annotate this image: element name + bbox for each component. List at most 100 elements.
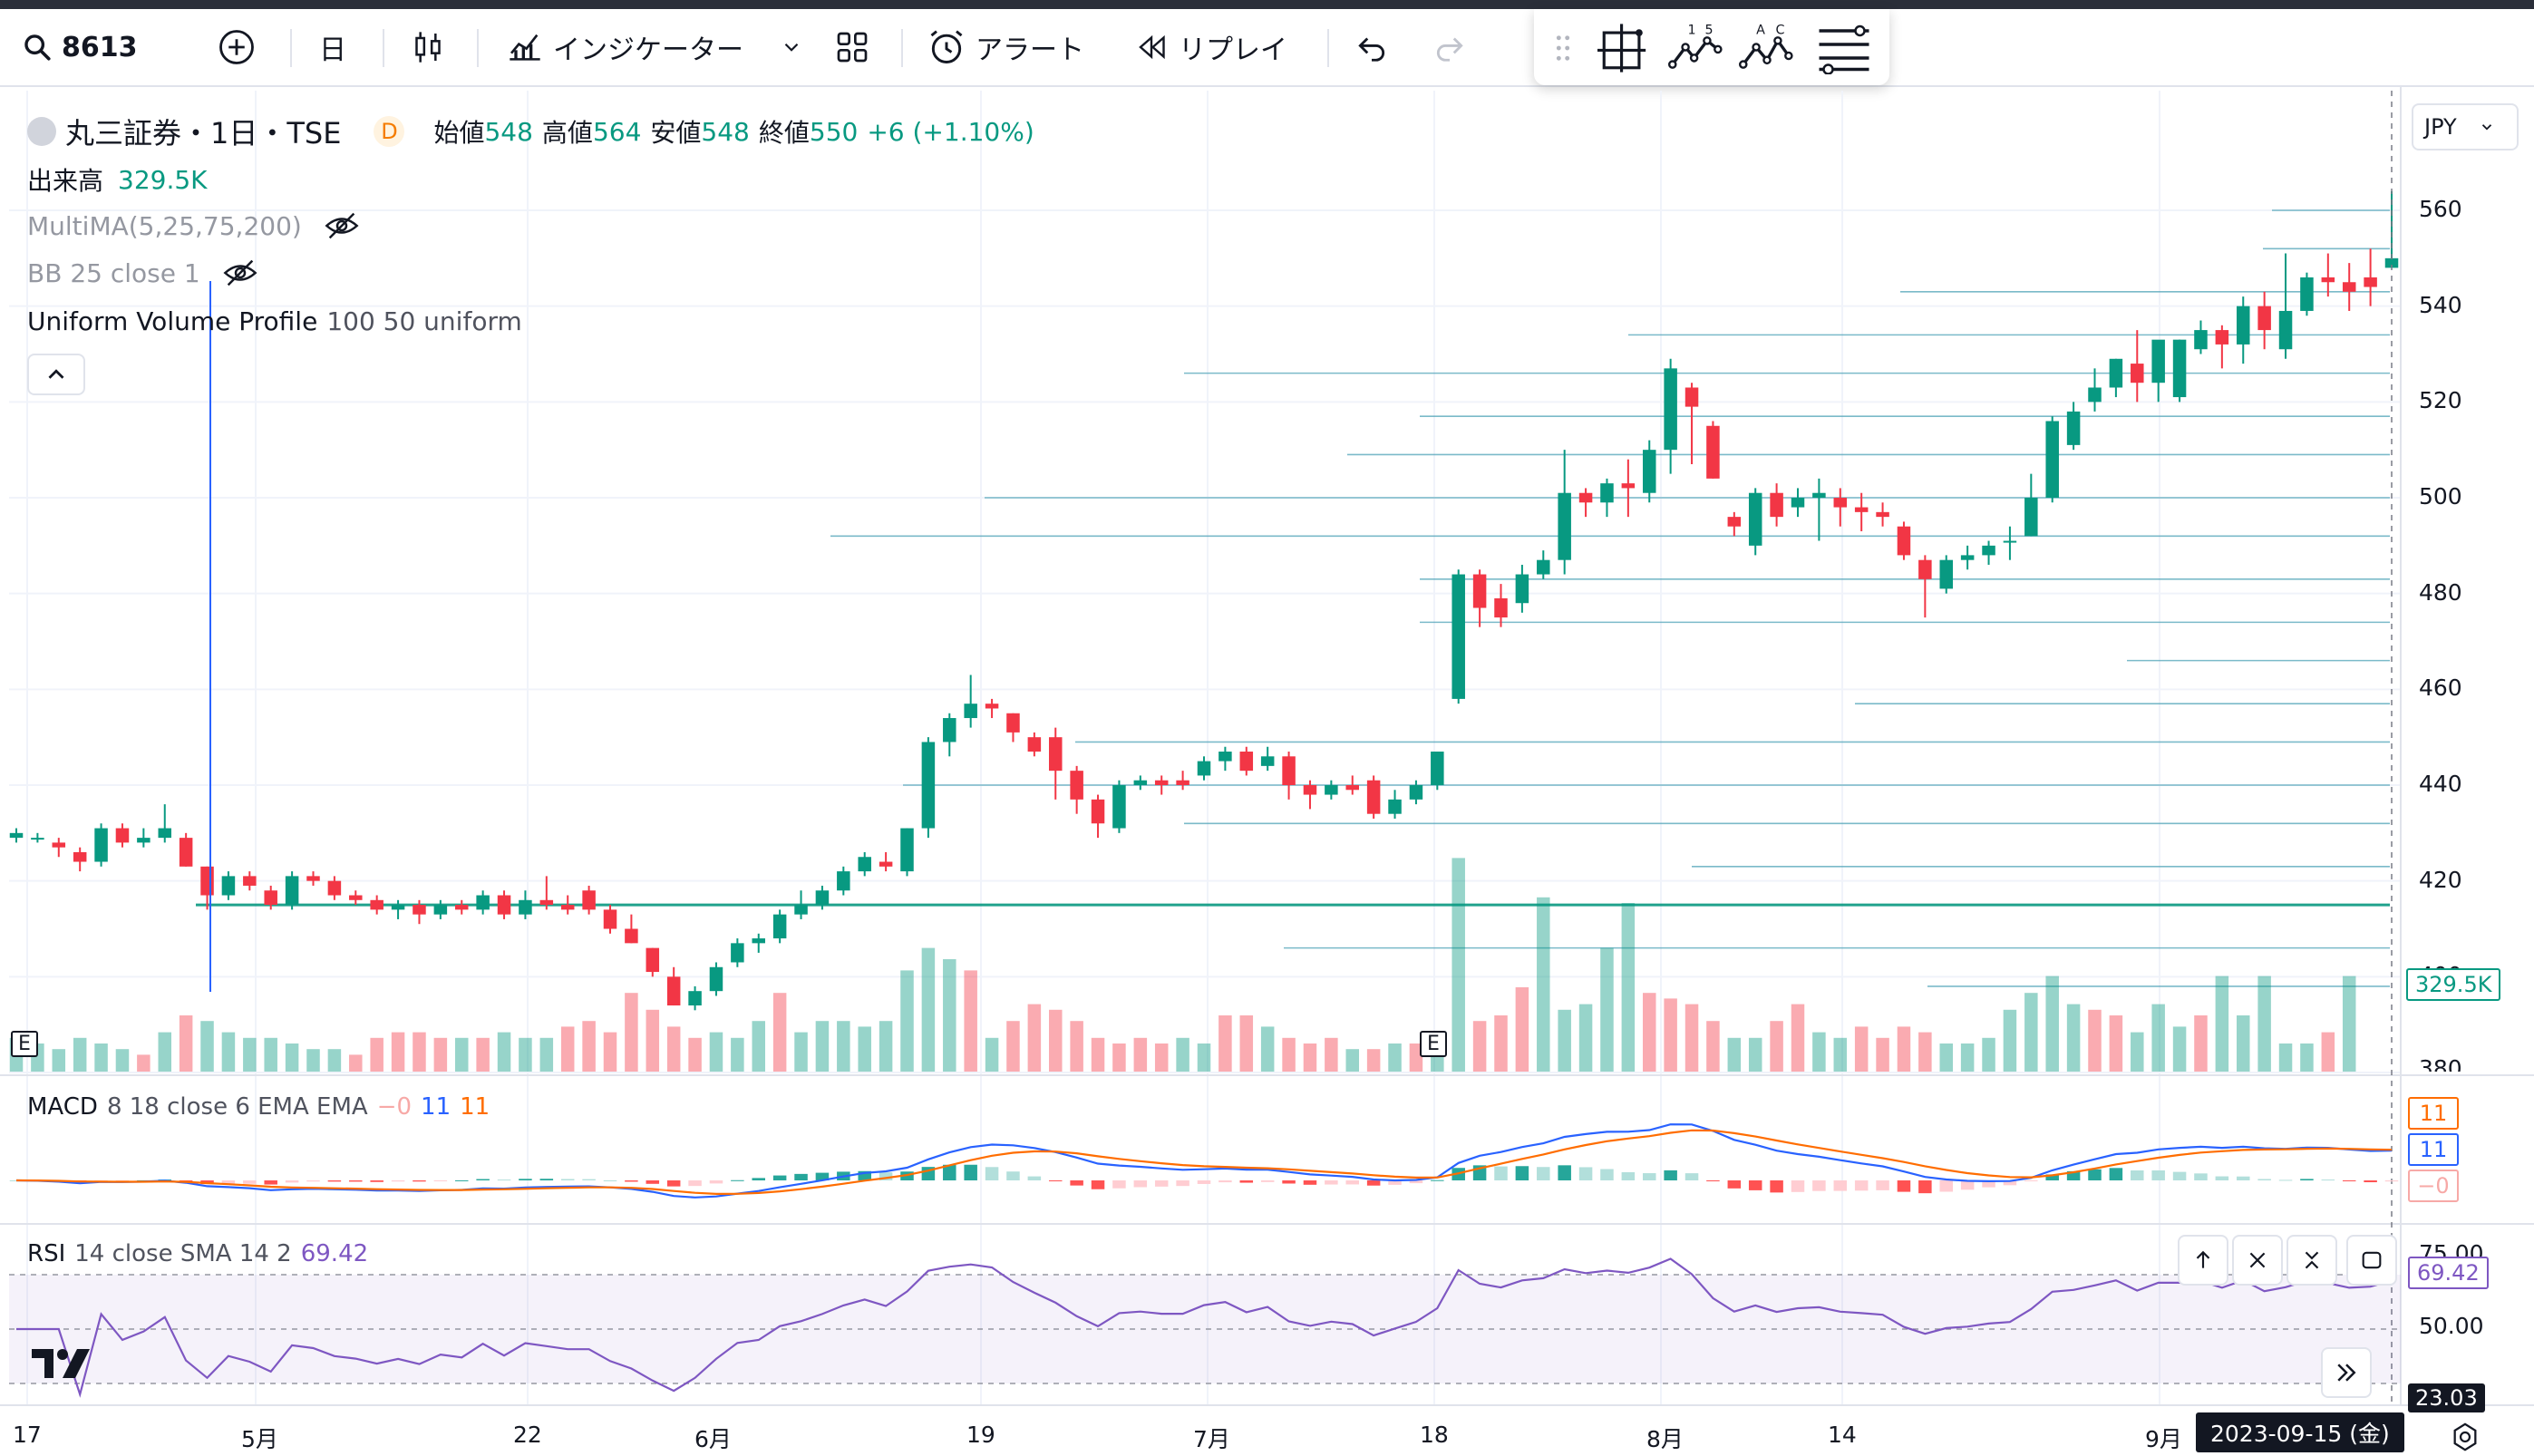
compare-button[interactable]: [218, 22, 256, 73]
lines-settings-icon[interactable]: [1817, 24, 1871, 74]
time-axis-label: 8月: [1646, 1426, 1684, 1452]
volume-bar: [858, 1026, 871, 1072]
symbol-search[interactable]: 8613: [22, 22, 138, 73]
undo-button[interactable]: [1354, 22, 1389, 73]
macd-histogram-bar: [2066, 1170, 2081, 1180]
replay-button[interactable]: リプレイ: [1133, 22, 1287, 73]
double-chevron-right-icon: [2337, 1364, 2356, 1382]
elliott-wave-numbers-icon[interactable]: 1 5: [1668, 20, 1724, 74]
multima-legend[interactable]: MultiMA(5,25,75,200): [27, 210, 360, 241]
macd-histogram-bar: [603, 1179, 617, 1181]
toolbar-divider: [1327, 29, 1329, 67]
macd-histogram-bar: [1770, 1180, 1783, 1193]
macd-histogram-bar: [625, 1180, 638, 1182]
earnings-marker[interactable]: E: [1420, 1031, 1447, 1057]
candle-body: [1112, 785, 1126, 829]
volume-bar: [1133, 1037, 1148, 1072]
chart-area[interactable]: [0, 87, 2534, 1456]
drag-handle-icon[interactable]: [1554, 34, 1572, 62]
macd-histogram-bar: [1176, 1180, 1189, 1187]
macd-histogram-bar: [221, 1180, 236, 1184]
candle-body: [94, 828, 108, 862]
uvp-legend[interactable]: Uniform Volume Profile 100 50 uniform: [27, 306, 522, 336]
candle-body: [1791, 498, 1805, 508]
layout-button[interactable]: [834, 22, 870, 73]
candle-body: [560, 905, 575, 910]
volume-bar: [1833, 1037, 1848, 1072]
collapse-legend-button[interactable]: [27, 354, 85, 395]
volume-bar: [1472, 1021, 1487, 1072]
macd-hist-value: −0: [376, 1093, 413, 1121]
macd-histogram-bar: [752, 1178, 766, 1180]
candle-body: [1325, 785, 1338, 795]
close-icon: [2249, 1252, 2266, 1268]
collapse-pane-button[interactable]: [2286, 1235, 2337, 1286]
elliott-wave-letters-icon[interactable]: A C: [1739, 20, 1795, 74]
volume-bar: [2278, 1043, 2293, 1072]
candle-body: [1048, 737, 1063, 772]
macd-histogram-bar: [1006, 1171, 1020, 1180]
eye-hidden-icon[interactable]: [222, 257, 258, 288]
alert-label: アラート: [976, 34, 1084, 66]
macd-histogram-bar: [476, 1179, 490, 1180]
close-pane-button[interactable]: [2232, 1235, 2283, 1286]
interval-button[interactable]: 日: [319, 22, 346, 73]
settings-gear-icon[interactable]: [2450, 1422, 2481, 1452]
candle-body: [1006, 713, 1020, 733]
candle-body: [1748, 492, 1762, 546]
move-pane-up-button[interactable]: [2178, 1235, 2228, 1286]
macd-histogram-bar: [2194, 1173, 2208, 1180]
macd-histogram-bar: [1282, 1180, 1296, 1184]
macd-histogram-bar: [454, 1179, 469, 1181]
candle-body: [1133, 780, 1148, 785]
macd-legend[interactable]: MACD 8 18 close 6 EMA EMA −0 11 11: [27, 1093, 490, 1121]
volume-value: 329.5K: [118, 164, 208, 195]
volume-bar: [752, 1021, 766, 1072]
chart-type-button[interactable]: [410, 22, 446, 73]
alert-button[interactable]: アラート: [927, 22, 1084, 73]
candle-body: [391, 905, 405, 910]
time-axis-label: 22: [513, 1422, 542, 1448]
indicators-button[interactable]: インジケーター: [506, 22, 803, 73]
earnings-marker[interactable]: E: [11, 1031, 38, 1057]
bb-legend[interactable]: BB 25 close 1: [27, 257, 258, 288]
currency-selector[interactable]: JPY: [2412, 103, 2519, 150]
macd-histogram-bar: [1303, 1180, 1317, 1185]
tradingview-logo[interactable]: [31, 1345, 98, 1382]
crosshair-box-icon[interactable]: [1597, 22, 1650, 74]
candle-body: [1642, 450, 1656, 493]
redo-button[interactable]: [1432, 22, 1467, 73]
scroll-to-latest-button[interactable]: [2321, 1347, 2372, 1398]
candle-body: [158, 828, 172, 839]
macd-histogram-bar: [1876, 1180, 1889, 1190]
candle-body: [1578, 492, 1593, 503]
macd-histogram-bar: [1600, 1169, 1614, 1180]
svg-text:A: A: [1756, 24, 1765, 38]
volume-bar: [519, 1037, 532, 1072]
volume-bar: [115, 1049, 130, 1072]
macd-histogram-bar: [1154, 1180, 1169, 1187]
volume-bar: [985, 1037, 999, 1072]
macd-histogram-bar: [391, 1180, 405, 1182]
volume-bar: [2151, 1004, 2165, 1072]
rsi-legend[interactable]: RSI 14 close SMA 14 2 69.42: [27, 1240, 368, 1267]
candle-body: [1282, 756, 1296, 785]
volume-price-tag: 329.5K: [2406, 968, 2501, 1001]
symbol-logo: [27, 117, 56, 146]
volume-legend[interactable]: 出来高 329.5K: [27, 161, 208, 198]
candle-body: [2236, 306, 2250, 345]
price-axis-label: 460: [2419, 675, 2462, 702]
price-chart[interactable]: [0, 87, 2534, 1456]
time-axis-label: 17: [13, 1422, 42, 1448]
volume-bar: [731, 1037, 744, 1072]
macd-histogram-bar: [1833, 1180, 1848, 1191]
macd-histogram-bar: [497, 1179, 511, 1181]
macd-histogram-bar: [2215, 1176, 2229, 1180]
candle-body: [837, 871, 850, 891]
symbol-title[interactable]: 丸三証券・1日・TSE: [65, 116, 342, 150]
macd-histogram-bar: [794, 1173, 808, 1180]
volume-bar: [264, 1037, 277, 1072]
candle-body: [1027, 737, 1042, 752]
maximize-pane-button[interactable]: [2346, 1235, 2397, 1286]
eye-hidden-icon[interactable]: [324, 210, 360, 241]
